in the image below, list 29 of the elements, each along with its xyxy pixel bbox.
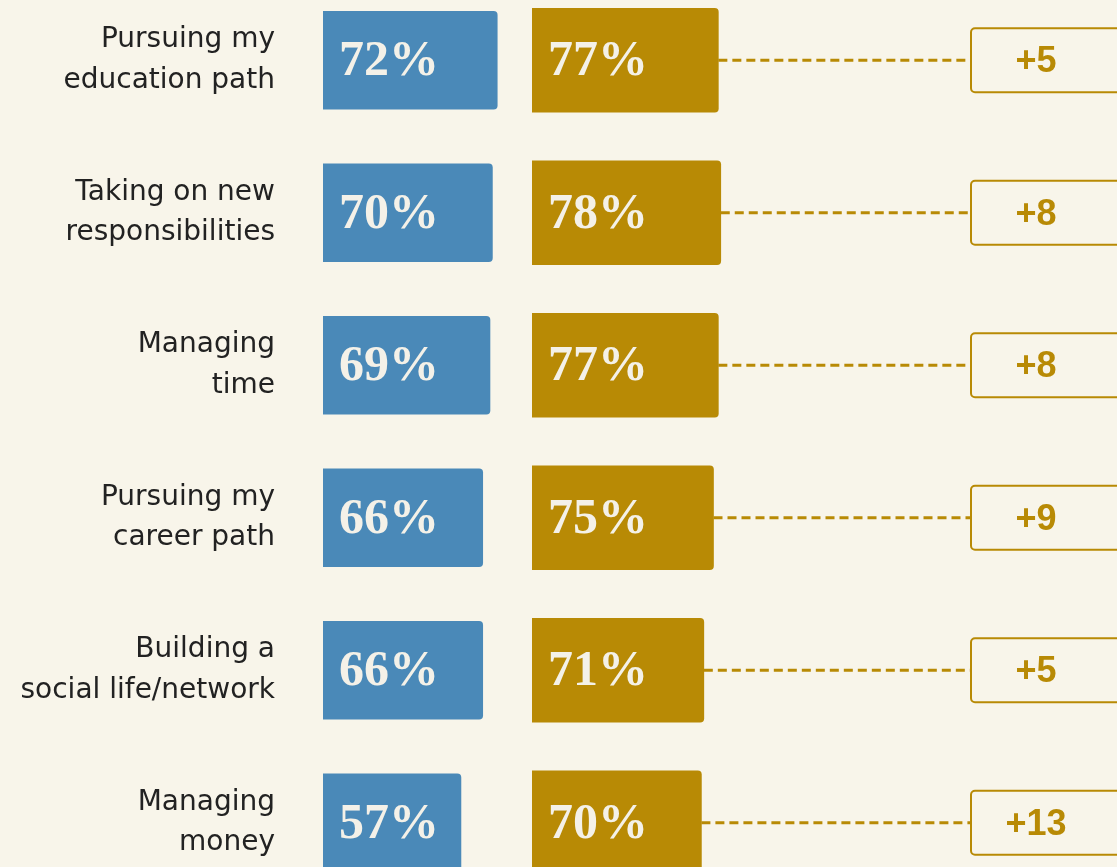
data-label: 66% [339, 640, 439, 697]
text: +9 [1015, 496, 1057, 538]
data-label: 77% [548, 30, 648, 87]
text: +5 [1015, 649, 1057, 691]
data-label: 69% [339, 335, 439, 392]
text: +8 [1015, 191, 1057, 233]
y-tick-label: Building a social life/network [20, 631, 276, 705]
data-label: 78% [548, 182, 648, 239]
data-label: 71% [548, 640, 648, 697]
data-label: 75% [548, 487, 648, 544]
y-tick-label: Pursuing my career path [100, 478, 275, 553]
data-label: 66% [339, 487, 439, 544]
data-label: 77% [548, 335, 648, 392]
data-label: 70% [548, 792, 648, 849]
bar [323, 315, 491, 415]
bar [323, 620, 484, 720]
data-label: 57% [339, 792, 439, 849]
y-tick-label: Managing time [137, 326, 275, 400]
y-tick-label: Pursuing my education path [63, 21, 275, 95]
data-label: 72% [339, 30, 439, 87]
y-tick-label: Managing money [137, 783, 275, 858]
bar [323, 163, 493, 263]
text: +5 [1015, 39, 1057, 81]
bar [323, 10, 498, 110]
bar [323, 468, 484, 568]
text: +8 [1015, 344, 1057, 386]
data-label: 70% [339, 182, 439, 239]
y-tick-label: Taking on new responsibilities [65, 173, 275, 248]
text: +13 [1005, 801, 1067, 843]
